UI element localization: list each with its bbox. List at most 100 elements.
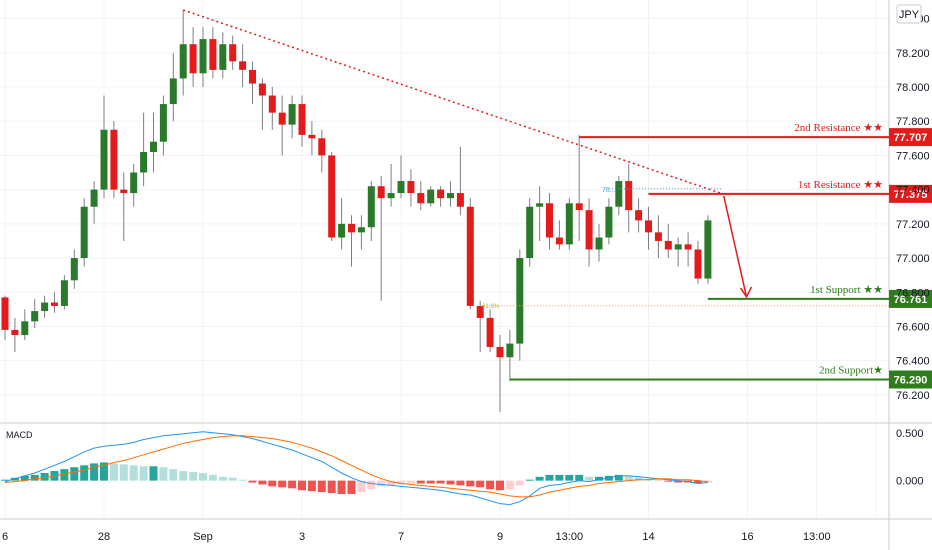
macd-histogram-bar — [585, 476, 594, 481]
candle-up — [100, 129, 108, 190]
price-tick-label: 78.000 — [896, 82, 930, 94]
candle-down — [496, 346, 504, 358]
macd-histogram-bar — [327, 480, 336, 494]
macd-histogram-bar — [60, 469, 69, 481]
level-label: 2nd Support★ — [819, 364, 883, 376]
level-badge — [889, 128, 932, 147]
macd-tick-label: 0.000 — [896, 476, 924, 488]
candle-down — [546, 203, 553, 238]
candle-down — [110, 129, 118, 190]
candle-down — [11, 329, 19, 336]
level-badge-value: 76.290 — [894, 374, 928, 386]
level-label: 1st Support ★★ — [810, 284, 883, 296]
macd-histogram-bar — [149, 466, 158, 481]
macd-histogram-bar — [694, 480, 702, 484]
price-tick-label: 77.200 — [896, 219, 930, 231]
macd-histogram-bar — [565, 474, 574, 481]
macd-histogram-bar — [30, 474, 39, 481]
macd-histogram-bar — [545, 474, 554, 481]
macd-histogram-bar — [20, 475, 29, 481]
macd-histogram-bar — [189, 472, 198, 481]
candle-up — [397, 181, 405, 194]
macd-histogram-bar — [278, 480, 287, 488]
macd-histogram-bar — [70, 467, 79, 481]
macd-histogram-bar — [258, 480, 267, 485]
candle-up — [90, 189, 98, 207]
candle-down — [645, 220, 652, 233]
macd-histogram-bar — [119, 464, 128, 481]
level-badge-value: 77.375 — [894, 189, 928, 201]
candle-down — [120, 189, 128, 194]
candle-down — [348, 223, 355, 233]
macd-histogram-bar — [575, 474, 584, 481]
time-tick-label: 7 — [398, 531, 404, 543]
level-badge — [889, 370, 932, 389]
macd-histogram-bar — [496, 480, 504, 491]
candle-up — [526, 206, 534, 259]
candle-up — [219, 44, 227, 70]
price-axis[interactable]: 78.40078.20078.00077.80077.60077.40077.2… — [896, 14, 930, 488]
macd-histogram-bar — [40, 472, 49, 481]
macd-histogram-bar — [555, 474, 564, 481]
macd-histogram-bar — [664, 480, 673, 482]
candle-down — [417, 193, 425, 204]
candle-down — [466, 206, 474, 306]
candle-down — [229, 44, 237, 62]
candle-up — [367, 186, 375, 228]
candle-down — [555, 237, 563, 245]
macd-histogram-bar — [466, 480, 475, 487]
macd-histogram-bar — [397, 480, 405, 485]
candle-up — [60, 280, 68, 306]
level-badge-value: 77.707 — [894, 132, 928, 144]
candle-up — [338, 223, 346, 238]
candle-up — [31, 311, 39, 322]
macd-histogram-bar — [456, 480, 465, 486]
candle-up — [41, 302, 49, 312]
fib-label-618: 61.8% — [482, 304, 500, 310]
macd-histogram-bar — [268, 480, 277, 487]
macd-histogram-bar — [614, 474, 623, 481]
candle-down — [694, 249, 702, 279]
macd-histogram-bar — [218, 476, 227, 481]
projection-arrow — [723, 195, 748, 298]
macd-histogram-bar — [248, 480, 257, 483]
currency-tag[interactable] — [896, 4, 922, 24]
macd-histogram-bar — [674, 480, 683, 483]
candle-up — [357, 227, 365, 233]
macd-histogram-bar — [100, 462, 108, 481]
candle-up — [674, 244, 682, 250]
level-badge-value: 76.761 — [894, 294, 928, 306]
time-axis[interactable]: 6 28 Sep 3 7 9 13:00 14 16 13:00 — [2, 531, 831, 543]
macd-histogram-bar — [139, 466, 148, 481]
macd-histogram-bar — [624, 475, 633, 481]
candle-down — [476, 305, 484, 318]
candle-down — [51, 302, 58, 306]
time-tick-label: 13:00 — [803, 531, 831, 543]
candle-up — [140, 151, 148, 173]
candle-up — [447, 193, 454, 199]
candle-down — [654, 232, 662, 241]
price-tick-label: 76.800 — [896, 287, 930, 299]
candle-down — [575, 203, 583, 211]
candle-up — [169, 78, 177, 105]
candle-up — [130, 172, 138, 194]
fib-label-786: 76... — [602, 187, 616, 194]
macd-histogram-bar — [367, 480, 376, 490]
candle-up — [70, 258, 78, 281]
macd-histogram-bar — [505, 480, 514, 490]
candles — [1, 10, 712, 412]
time-tick-label: 13:00 — [556, 531, 584, 543]
macd-title: MACD — [6, 430, 33, 440]
macd-histogram-bar — [347, 480, 356, 495]
macd-histogram-bar — [1, 479, 9, 481]
candle-down — [249, 69, 256, 84]
macd-histogram-bar — [654, 479, 663, 481]
candle-up — [199, 39, 207, 74]
level-label: 1st Resistance ★★ — [798, 179, 883, 191]
candle-down — [298, 104, 306, 135]
macd-histogram-bar — [179, 471, 188, 481]
macd-histogram-bar — [228, 477, 237, 481]
candle-up — [427, 189, 435, 204]
macd-histogram-bar — [298, 480, 306, 491]
